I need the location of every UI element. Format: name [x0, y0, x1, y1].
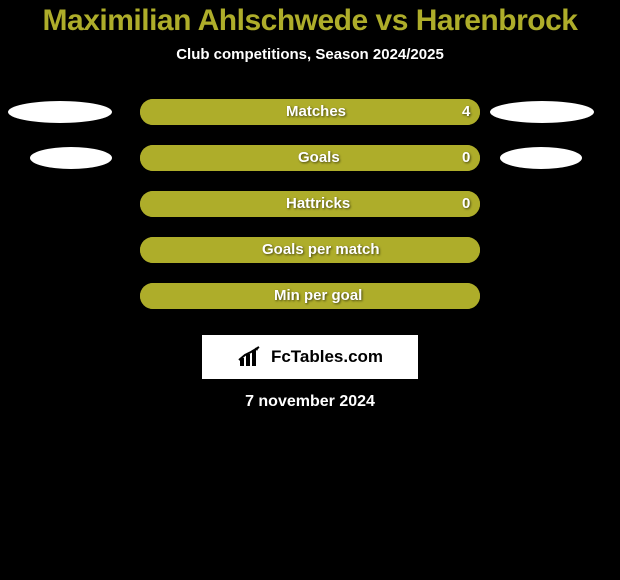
stat-row: Goals per match: [0, 237, 620, 283]
stat-row: Min per goal: [0, 283, 620, 329]
right-ellipse-icon: [500, 147, 582, 169]
comparison-infographic: Maximilian Ahlschwede vs Harenbrock Club…: [0, 0, 620, 580]
stat-row: Hattricks 0: [0, 191, 620, 237]
stat-row: Matches 4: [0, 99, 620, 145]
stat-label: Hattricks: [286, 191, 350, 217]
right-ellipse-icon: [490, 101, 594, 123]
stat-value: 0: [462, 191, 470, 217]
chart-icon: [237, 346, 265, 368]
left-ellipse-icon: [8, 101, 112, 123]
stat-label: Goals per match: [262, 237, 380, 263]
logo-text: FcTables.com: [271, 347, 383, 367]
stat-label: Goals: [298, 145, 340, 171]
stat-label: Min per goal: [274, 283, 362, 309]
left-ellipse-icon: [30, 147, 112, 169]
stat-value: 4: [462, 99, 470, 125]
subtitle: Club competitions, Season 2024/2025: [0, 46, 620, 63]
page-title: Maximilian Ahlschwede vs Harenbrock: [0, 4, 620, 38]
stats-rows: Matches 4 Goals 0 Hattricks 0 Goals per match M…: [0, 99, 620, 329]
stat-value: 0: [462, 145, 470, 171]
stat-label: Matches: [286, 99, 346, 125]
logo: FcTables.com: [237, 346, 383, 368]
stat-row: Goals 0: [0, 145, 620, 191]
date: 7 november 2024: [0, 393, 620, 411]
logo-box: FcTables.com: [202, 335, 418, 379]
